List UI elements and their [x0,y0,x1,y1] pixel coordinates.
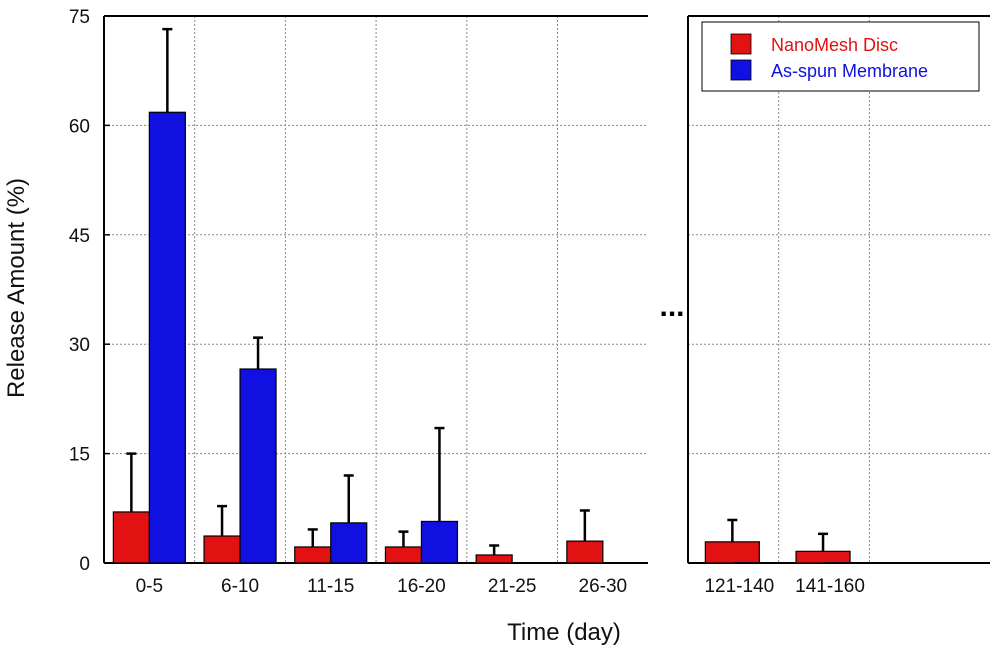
bar-asspun [420,520,459,564]
gridlines [104,16,990,563]
x-tick-label: 0-5 [136,576,163,597]
legend-swatch-asspun [730,59,752,81]
bar-nanomesh [294,546,332,564]
axis-break-dots: ... [659,290,684,323]
x-tick-label: 11-15 [307,576,354,597]
legend-swatch-nanomesh [730,33,752,55]
y-axis-label: Release Amount (%) [3,178,30,398]
bar-nanomesh [112,511,150,564]
y-tick-label: 15 [69,445,90,466]
y-tick-label: 75 [69,7,90,28]
bar-nanomesh [795,550,851,564]
legend: NanoMesh Disc As-spun Membrane [701,21,980,92]
x-tick-label: 16-20 [397,576,446,597]
bar-nanomesh [566,540,604,564]
bar-asspun [148,111,186,564]
ticks: 0 15 30 45 60 75 0-5 6-10 11-15 16-20 21-25 26-30 12… [69,7,865,597]
bar-asspun [330,522,368,564]
bars [112,27,879,564]
legend-label-asspun: As-spun Membrane [771,61,928,81]
x-tick-label: 26-30 [579,576,628,597]
x-tick-label: 6-10 [221,576,259,597]
bar-nanomesh [384,546,423,564]
x-tick-label: 121-140 [704,576,774,597]
legend-label-nanomesh: NanoMesh Disc [771,35,898,55]
x-tick-label: 141-160 [795,576,865,597]
bar-nanomesh [475,554,513,564]
y-tick-label: 0 [79,554,90,575]
y-tick-label: 60 [69,116,90,137]
y-tick-label: 45 [69,226,90,247]
y-tick-label: 30 [69,335,90,356]
axes-frame [103,15,990,564]
x-tick-label: 21-25 [488,576,537,597]
bar-asspun [239,368,277,564]
bar-nanomesh [203,535,241,564]
bar-nanomesh [704,541,760,564]
x-axis-label: Time (day) [507,619,621,646]
